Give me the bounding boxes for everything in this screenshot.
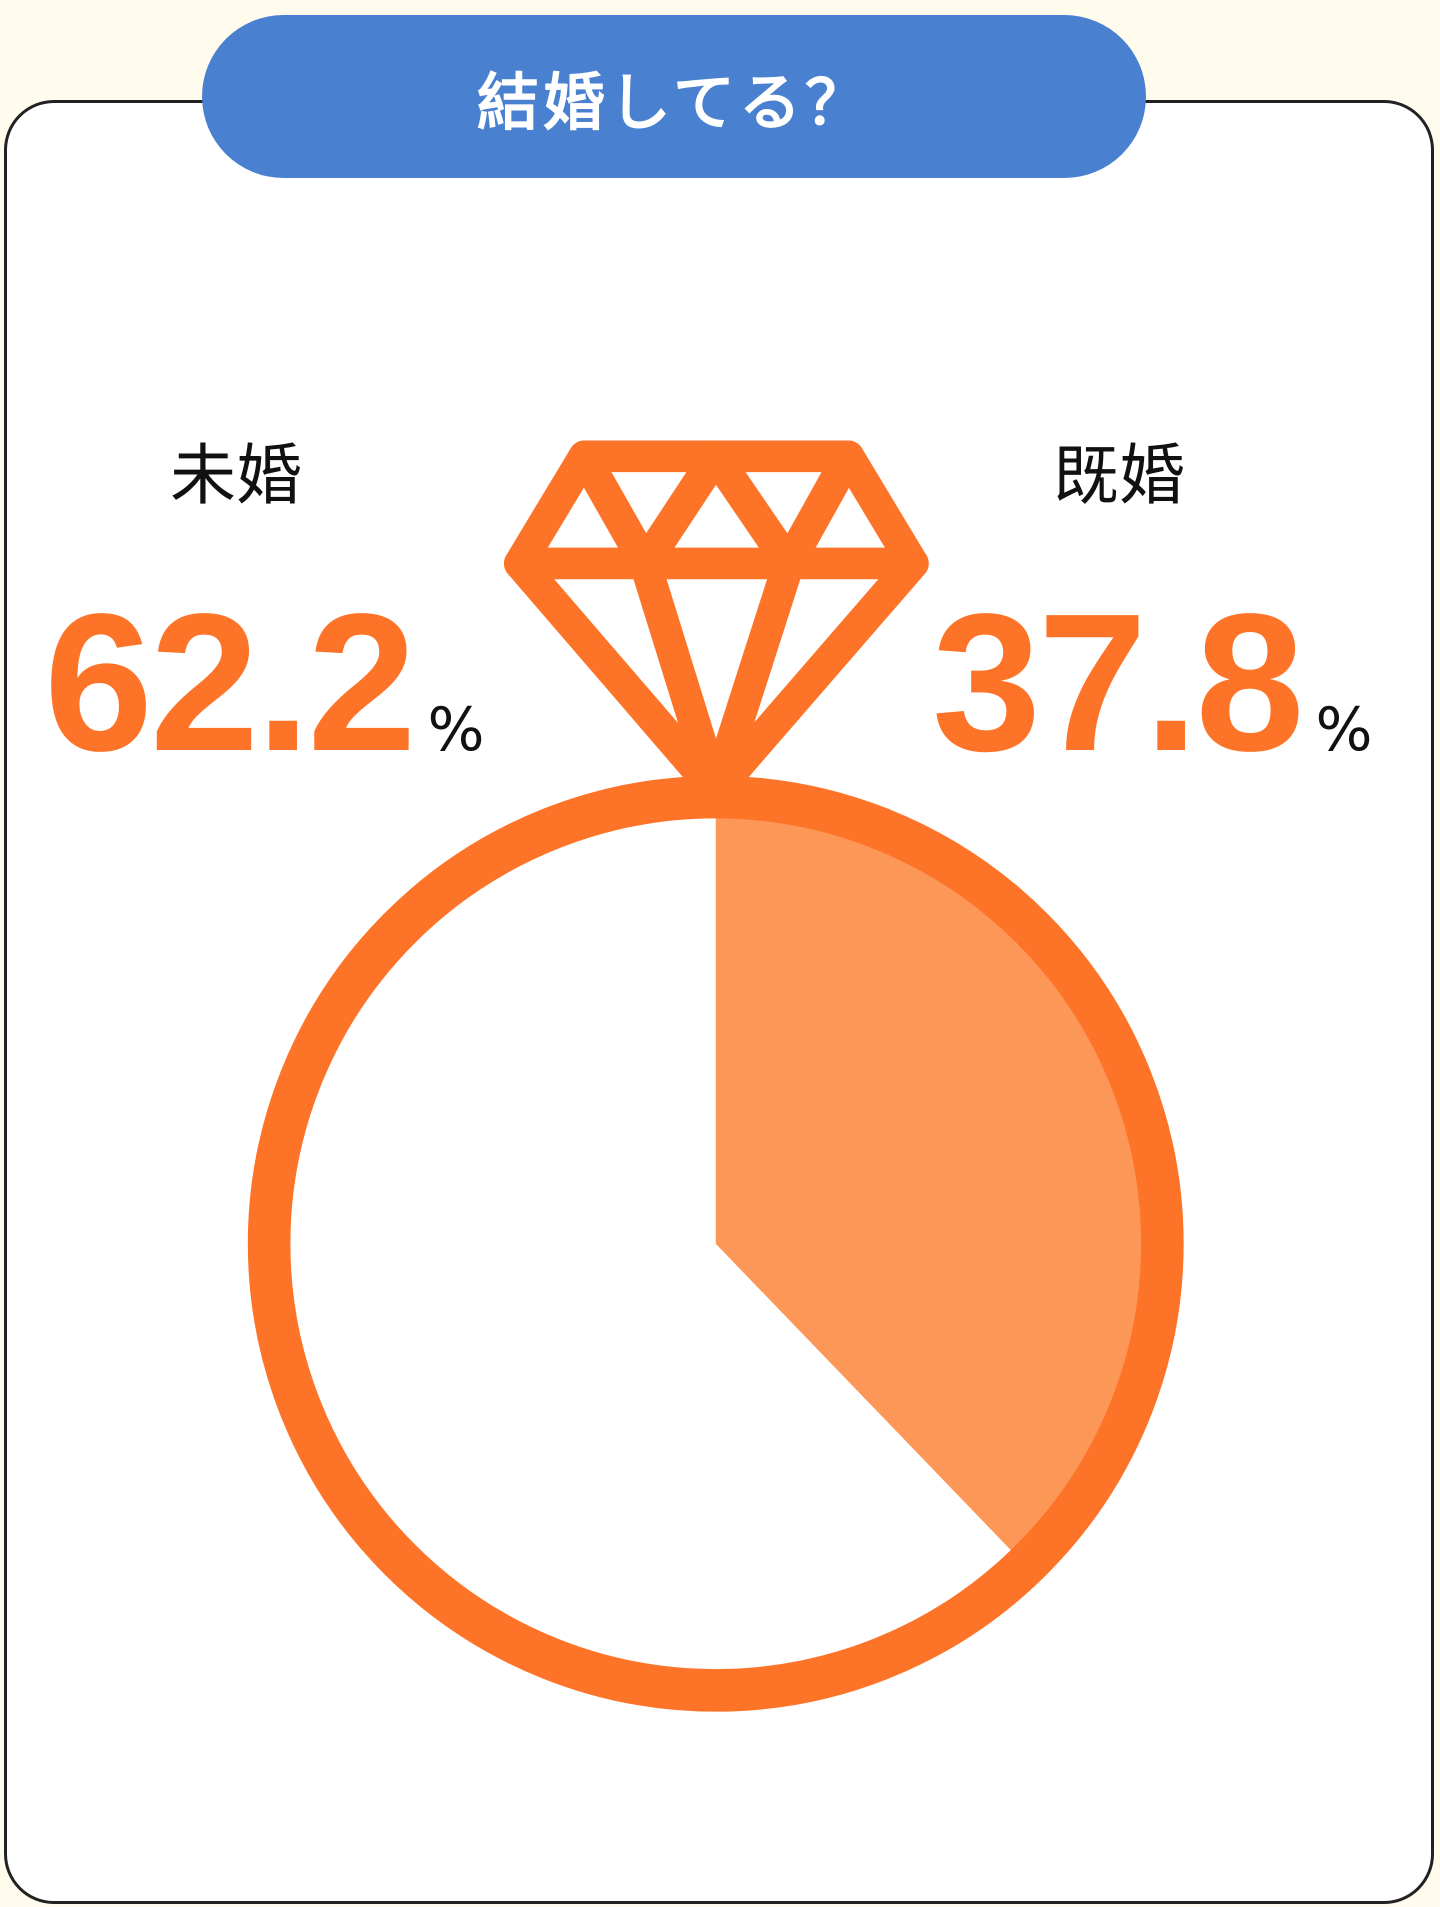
value-row-unmarried: 62.2 % [44, 585, 485, 781]
value-unmarried: 62.2 [44, 573, 416, 792]
chart-title: 結婚してる？ [476, 65, 872, 139]
value-row-married: 37.8 % [932, 585, 1373, 781]
diamond-icon [503, 440, 929, 807]
unit-unmarried: % [427, 695, 485, 765]
title-pill: 結婚してる？ [202, 15, 1146, 178]
pie-slice-既婚 [715, 817, 1142, 1551]
unit-married: % [1315, 695, 1373, 765]
label-married: 既婚 [1053, 437, 1185, 514]
value-married: 37.8 [932, 573, 1304, 792]
label-unmarried: 未婚 [170, 437, 302, 514]
